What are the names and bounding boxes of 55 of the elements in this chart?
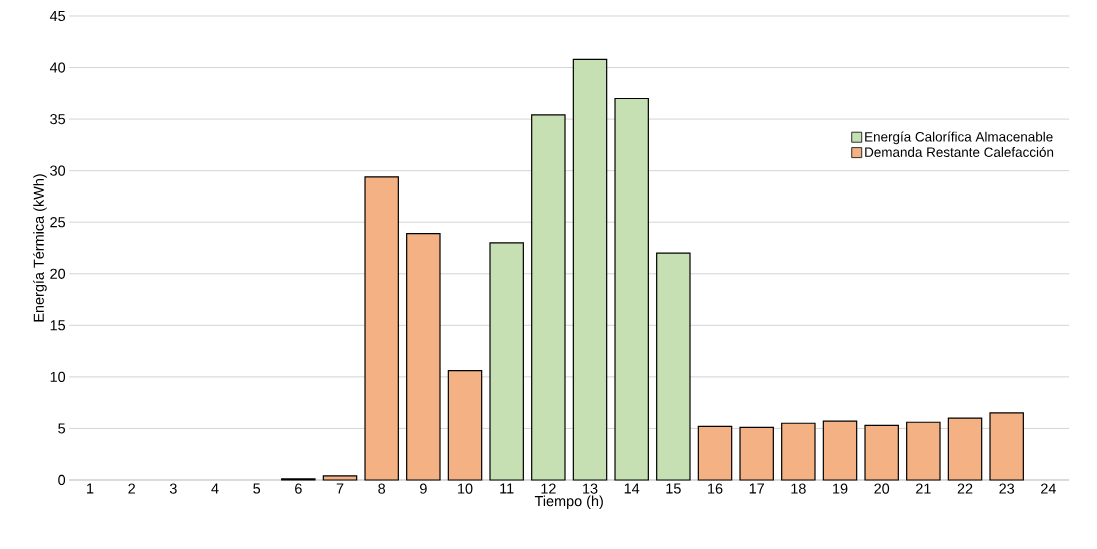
x-tick-label: 8 (378, 483, 386, 494)
bar (906, 421, 941, 481)
x-tick-label: 5 (253, 483, 261, 494)
legend-label: Demanda Restante Calefacción (865, 146, 1054, 157)
y-tick-label: 30 (50, 165, 66, 176)
y-axis-title: Energía Térmica (kWh) (33, 174, 47, 322)
bar (822, 420, 858, 481)
x-tick-label: 1 (87, 483, 94, 494)
x-tick-label: 19 (833, 483, 848, 494)
bar (447, 370, 483, 481)
x-tick-label: 22 (957, 483, 973, 494)
y-tick-label: 40 (49, 62, 66, 73)
x-tick-label: 12 (541, 483, 556, 494)
bar (531, 114, 566, 481)
x-tick-label: 13 (583, 483, 598, 494)
bar (656, 252, 691, 481)
x-tick-label: 4 (211, 483, 219, 494)
x-tick-label: 17 (749, 483, 764, 494)
x-tick-label: 2 (128, 483, 135, 494)
y-tick-label: 45 (49, 10, 66, 22)
x-tick-label: 7 (336, 483, 344, 494)
bar (781, 422, 816, 481)
x-tick-label: 6 (295, 483, 302, 494)
y-tick-label: 25 (50, 217, 66, 228)
bar (406, 232, 441, 481)
bar (572, 58, 608, 481)
bar (864, 424, 899, 481)
y-tick-label: 10 (50, 371, 66, 382)
bar (697, 425, 733, 481)
x-tick-label: 20 (874, 483, 890, 494)
bar (947, 417, 983, 481)
x-axis-title: Tiempo (h) (534, 495, 603, 510)
x-tick-label: 10 (458, 483, 473, 494)
y-tick-label: 35 (50, 113, 66, 125)
x-tick-label: 15 (666, 483, 681, 494)
x-tick-label: 21 (916, 483, 931, 494)
y-tick-label: 0 (58, 474, 66, 486)
legend-label: Energía Calorífica Almacenable (865, 131, 1053, 145)
x-tick-label: 23 (999, 483, 1015, 494)
x-tick-label: 16 (708, 483, 723, 494)
x-tick-label: 9 (420, 483, 427, 494)
bar (739, 426, 774, 481)
x-tick-label: 14 (624, 483, 640, 494)
y-tick-label: 5 (58, 423, 66, 434)
bar (489, 242, 524, 481)
y-tick-label: 20 (50, 268, 66, 279)
bar (322, 475, 358, 481)
x-tick-label: 24 (1041, 483, 1056, 494)
y-tick-label: 15 (50, 320, 66, 331)
bar (989, 412, 1024, 481)
bar (364, 176, 399, 481)
bar (614, 97, 649, 481)
x-tick-label: 11 (500, 483, 514, 494)
x-tick-label: 18 (791, 483, 806, 494)
x-tick-label: 3 (169, 483, 177, 494)
